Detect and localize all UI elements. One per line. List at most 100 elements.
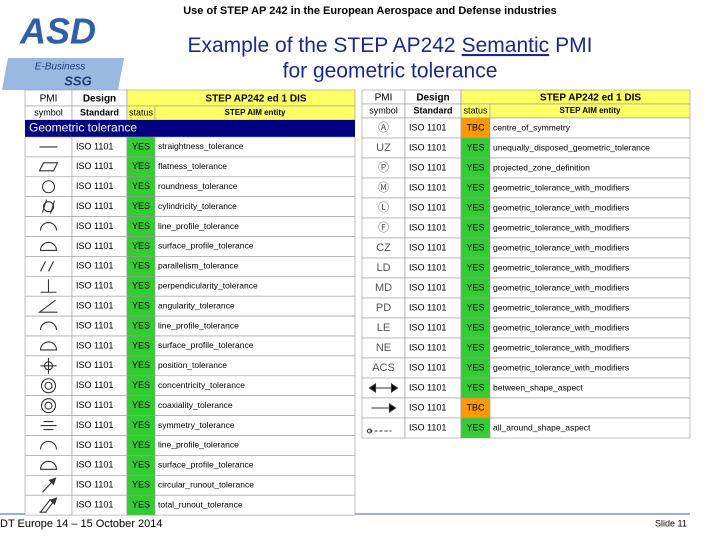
column-header: Standard: [413, 105, 452, 115]
status: YES: [466, 342, 484, 352]
logo-subtitle: E-Business: [35, 62, 86, 73]
title-part: PMI: [555, 34, 592, 57]
footer-slide: Slide 11: [655, 518, 687, 528]
design-standard: ISO 1101: [409, 362, 446, 372]
status: YES: [132, 320, 150, 330]
pmi-symbol: ACS: [372, 362, 395, 374]
pmi-symbol: [39, 341, 58, 351]
column-header: STEP AIM entity: [225, 108, 286, 117]
design-standard: ISO 1101: [409, 162, 446, 172]
aim-entity: concentricity_tolerance: [158, 380, 245, 390]
table-cell: [24, 216, 73, 237]
design-standard: ISO 1101: [409, 142, 446, 152]
pmi-symbol: [40, 261, 54, 272]
aim-entity: all_around_shape_aspect: [493, 422, 591, 432]
column-header: symbol: [369, 105, 398, 115]
pmi-symbol: [366, 428, 373, 434]
status: YES: [132, 360, 150, 370]
table-cell: [24, 176, 73, 198]
aim-entity: perpendicularity_tolerance: [158, 281, 258, 291]
aim-entity: geometric_tolerance_with_modifiers: [493, 362, 629, 372]
design-standard: ISO 1101: [76, 460, 113, 470]
table-cell: [154, 494, 356, 516]
aim-entity: geometric_tolerance_with_modifiers: [493, 182, 629, 192]
design-standard: ISO 1101: [76, 221, 113, 231]
pmi-symbol: Ⓟ: [378, 161, 389, 174]
status: YES: [466, 202, 484, 212]
pmi-symbol: [39, 222, 58, 231]
status: YES: [132, 380, 150, 390]
aim-entity: position_tolerance: [158, 360, 227, 370]
status: YES: [132, 480, 150, 490]
column-header: STEP AP242 ed 1 DIS: [540, 93, 641, 104]
table-cell: [24, 196, 73, 217]
aim-entity: surface_profile_tolerance: [158, 340, 254, 350]
status: YES: [132, 281, 150, 291]
pmi-symbol: Ⓜ: [378, 181, 389, 194]
status: YES: [466, 242, 484, 252]
aim-entity: centre_of_symmetry: [493, 122, 571, 132]
section-label: Geometric tolerance: [29, 121, 137, 135]
status: YES: [132, 241, 150, 251]
status: YES: [466, 222, 484, 232]
pmi-symbol: Ⓛ: [378, 201, 389, 214]
pmi-symbol: [40, 378, 57, 394]
design-standard: ISO 1101: [409, 422, 446, 432]
pmi-symbol: [44, 401, 53, 410]
status: YES: [132, 181, 150, 191]
design-standard: ISO 1101: [76, 480, 113, 490]
aim-entity: angularity_tolerance: [158, 300, 235, 310]
status: YES: [466, 282, 484, 292]
status: YES: [132, 141, 150, 151]
column-header: PMI: [40, 94, 58, 105]
design-standard: ISO 1101: [409, 282, 446, 292]
aim-entity: symmetry_tolerance: [158, 420, 235, 430]
pmi-symbol: [41, 180, 56, 194]
aim-entity: surface_profile_tolerance: [158, 241, 254, 251]
table-cell: [24, 236, 73, 257]
pmi-symbol: Ⓕ: [378, 221, 389, 234]
pmi-symbol: [368, 382, 399, 394]
aim-entity: coaxiality_tolerance: [158, 400, 233, 410]
status: YES: [132, 440, 150, 450]
aim-entity: line_profile_tolerance: [158, 320, 239, 330]
design-standard: ISO 1101: [76, 340, 113, 350]
pmi-symbol: PD: [376, 302, 391, 314]
column-header: symbol: [34, 107, 63, 117]
column-header: PMI: [375, 93, 393, 104]
pmi-symbol: [48, 477, 57, 486]
title-underlined: Semantic: [462, 34, 550, 57]
column-header: STEP AIM entity: [560, 106, 621, 115]
table-cell: [24, 455, 73, 476]
status: YES: [132, 400, 150, 410]
table-cell: [24, 335, 73, 357]
aim-entity: line_profile_tolerance: [158, 440, 239, 450]
pmi-symbol: [40, 398, 57, 414]
aim-entity: total_runout_tolerance: [158, 499, 243, 509]
design-standard: ISO 1101: [76, 500, 113, 510]
design-standard: ISO 1101: [76, 281, 113, 291]
status: TBC: [467, 402, 486, 412]
status: YES: [132, 500, 150, 510]
aim-entity: unequally_disposed_geometric_tolerance: [493, 142, 650, 152]
status: YES: [132, 261, 150, 271]
aim-entity: parallelism_tolerance: [158, 261, 239, 271]
aim-entity: geometric_tolerance_with_modifiers: [493, 322, 629, 332]
pmi-symbol: MD: [375, 282, 392, 294]
table-cell: [489, 417, 691, 439]
pmi-symbol: [40, 357, 57, 374]
column-header: Design: [83, 94, 116, 105]
pmi-symbol: [44, 381, 53, 390]
table-cell: [24, 156, 73, 178]
table-cell: [361, 417, 406, 439]
status: YES: [132, 161, 150, 171]
pmi-symbol: LD: [376, 262, 390, 274]
aim-entity: geometric_tolerance_with_modifiers: [493, 262, 629, 272]
design-standard: ISO 1101: [76, 320, 113, 330]
aim-entity: geometric_tolerance_with_modifiers: [493, 282, 629, 292]
aim-entity: geometric_tolerance_with_modifiers: [493, 342, 629, 352]
pmi-symbol: [39, 241, 58, 251]
slide-header: Use of STEP AP 242 in the European Aeros…: [183, 5, 557, 17]
